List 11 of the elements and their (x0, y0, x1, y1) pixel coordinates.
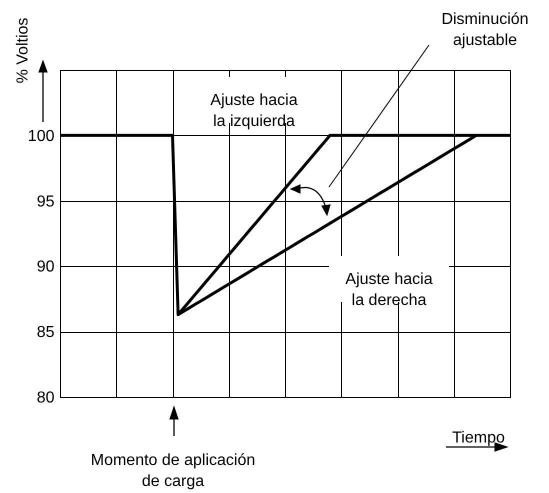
text: Disminución ajustable (441, 11, 529, 49)
y-axis-title: % Voltios (14, 18, 32, 84)
y-tick-label: 100 (28, 128, 55, 145)
x-axis-title: Tiempo (452, 430, 505, 446)
y-tick-label: 85 (36, 324, 55, 342)
annotation: Ajuste hacia la izquierda (210, 92, 298, 130)
y-tick-label: 80 (36, 390, 55, 406)
annotation: Ajuste hacia la derecha (345, 271, 433, 309)
y-tick-label: 95 (36, 193, 55, 210)
text: Momento de aplicación de carga (90, 452, 256, 490)
y-tick-label: 90 (36, 258, 55, 276)
